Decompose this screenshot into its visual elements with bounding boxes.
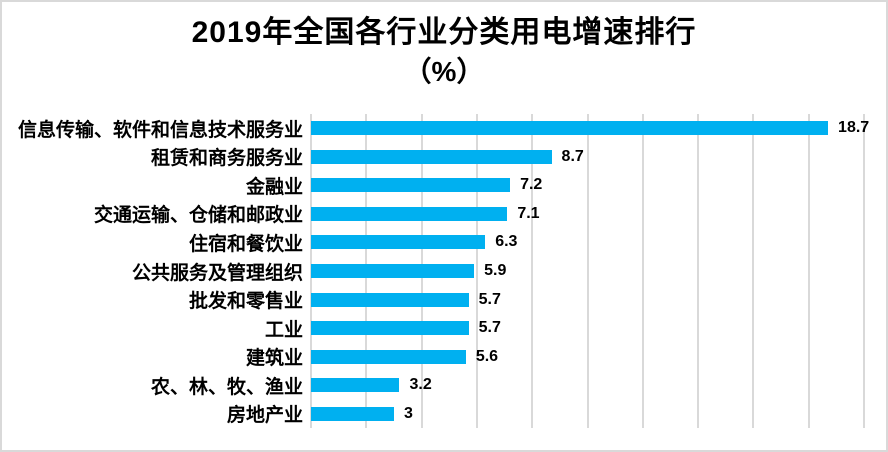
gridline xyxy=(586,114,589,428)
plot-area: 信息传输、软件和信息技术服务业 18.7 租赁和商务服务业 8.7 金融业 7.2 交通运输… xyxy=(2,114,886,428)
bar xyxy=(311,292,469,307)
gridline xyxy=(697,114,700,428)
bar-track: 5.9 xyxy=(311,257,864,286)
gridline xyxy=(475,114,478,428)
bar-row: 建筑业 5.6 xyxy=(2,342,886,371)
bar-track: 6.3 xyxy=(311,228,864,257)
category-label: 公共服务及管理组织 xyxy=(131,262,303,284)
bar-row: 农、林、牧、渔业 3.2 xyxy=(2,371,886,400)
bar xyxy=(311,264,475,278)
bar-track: 3 xyxy=(311,399,864,428)
bar xyxy=(311,206,508,221)
bar-rows: 信息传输、软件和信息技术服务业 18.7 租赁和商务服务业 8.7 金融业 7.2 交通运输… xyxy=(2,114,886,428)
category-label: 建筑业 xyxy=(245,348,303,370)
value-label: 5.7 xyxy=(478,319,501,337)
bar xyxy=(311,321,469,336)
bar-track: 3.2 xyxy=(311,371,864,400)
gridline xyxy=(531,114,534,428)
bar-row: 住宿和餐饮业 6.3 xyxy=(2,228,886,257)
bar-track: 5.7 xyxy=(311,314,864,343)
bar xyxy=(311,149,552,164)
chart-title: 2019年全国各行业分类用电增速排行 （%） xyxy=(2,14,886,89)
value-label: 18.7 xyxy=(838,119,870,137)
value-label: 7.1 xyxy=(517,204,540,222)
chart-title-line2: （%） xyxy=(403,55,485,87)
category-label: 租赁和商务服务业 xyxy=(150,148,303,170)
value-label: 6.3 xyxy=(495,233,518,251)
bar-row: 批发和零售业 5.7 xyxy=(2,285,886,314)
value-label: 5.6 xyxy=(475,347,499,365)
bar xyxy=(311,121,829,136)
bar-row: 交通运输、仓储和邮政业 7.1 xyxy=(2,200,886,229)
bar xyxy=(311,178,511,193)
bar-row: 租赁和商务服务业 8.7 xyxy=(2,143,886,172)
bar-row: 公共服务及管理组织 5.9 xyxy=(2,257,886,286)
value-label: 5.9 xyxy=(484,262,507,279)
bar-row: 金融业 7.2 xyxy=(2,171,886,200)
category-label: 交通运输、仓储和邮政业 xyxy=(93,205,303,227)
bar-row: 房地产业 3 xyxy=(2,399,886,428)
bar xyxy=(311,406,394,421)
bar-track: 7.1 xyxy=(311,200,864,229)
category-label: 信息传输、软件和信息技术服务业 xyxy=(17,119,303,141)
category-label: 农、林、牧、渔业 xyxy=(150,376,303,398)
value-label: 8.7 xyxy=(561,147,584,165)
chart-title-line1: 2019年全国各行业分类用电增速排行 xyxy=(191,16,697,49)
bar-track: 18.7 xyxy=(311,114,869,143)
category-label: 批发和零售业 xyxy=(188,291,303,313)
gridline xyxy=(807,114,810,428)
category-label: 房地产业 xyxy=(226,405,303,427)
bar-track: 7.2 xyxy=(311,171,864,200)
gridline xyxy=(641,114,644,428)
bar-row: 工业 5.7 xyxy=(2,314,886,343)
category-label: 金融业 xyxy=(245,176,303,198)
bar-track: 5.7 xyxy=(311,285,864,314)
bar-row: 信息传输、软件和信息技术服务业 18.7 xyxy=(2,114,886,143)
category-label: 工业 xyxy=(264,319,303,341)
gridline xyxy=(863,114,865,428)
bar-track: 5.6 xyxy=(311,342,864,371)
bar xyxy=(311,235,486,250)
category-label: 住宿和餐饮业 xyxy=(188,233,303,255)
bar-track: 8.7 xyxy=(311,143,864,172)
value-label: 3 xyxy=(403,404,413,422)
gridline xyxy=(752,114,755,428)
value-label: 5.7 xyxy=(478,290,501,308)
value-label: 7.2 xyxy=(520,176,543,194)
bar xyxy=(311,349,466,364)
bar xyxy=(311,378,400,393)
value-label: 3.2 xyxy=(409,376,432,394)
